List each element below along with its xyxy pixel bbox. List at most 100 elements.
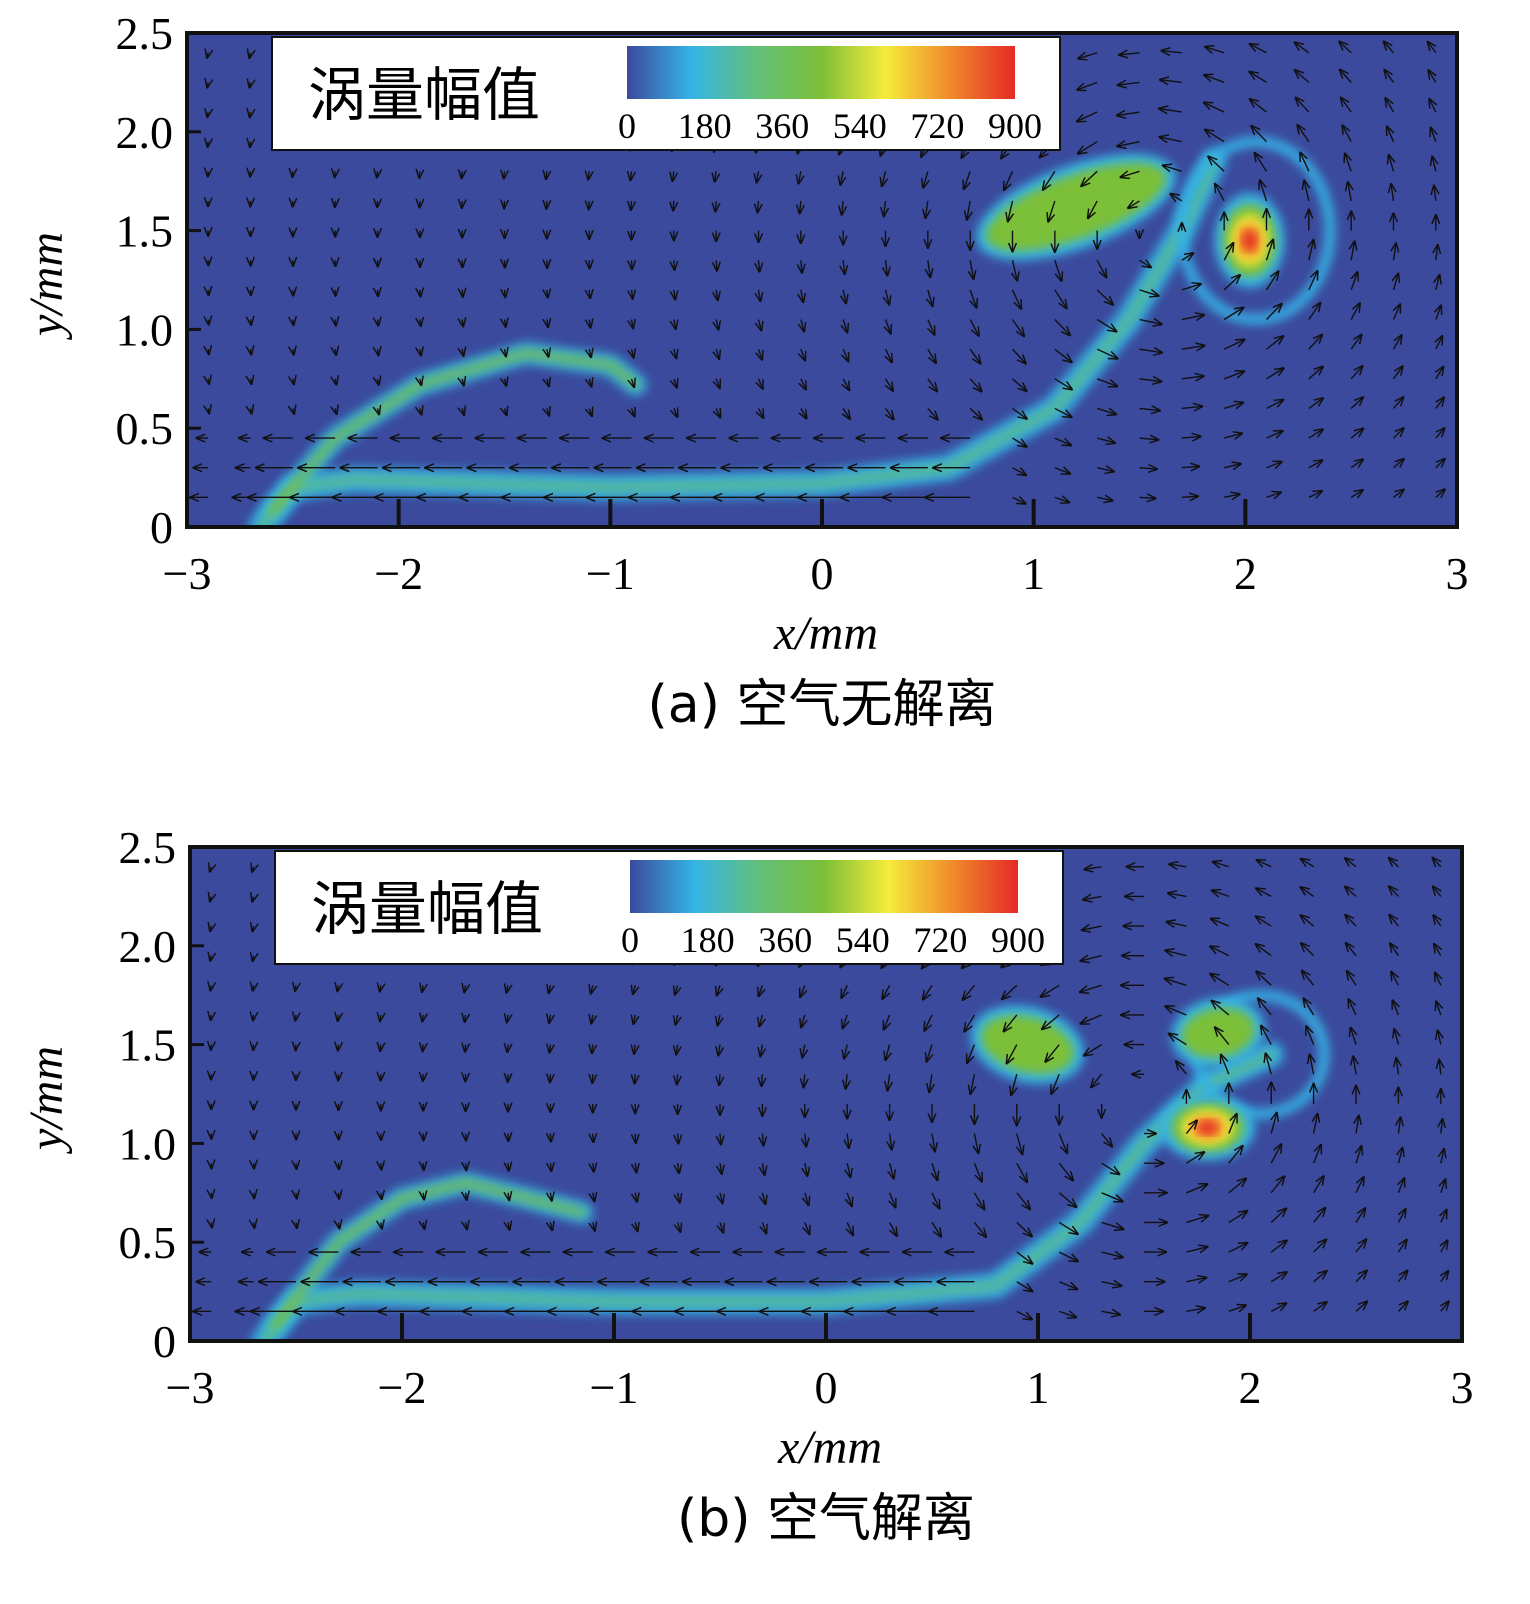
velocity-arrow <box>1016 1192 1030 1209</box>
velocity-arrow <box>928 319 935 335</box>
velocity-arrow <box>293 408 294 413</box>
velocity-arrow <box>1078 53 1098 59</box>
velocity-arrow <box>1392 366 1403 380</box>
velocity-arrow <box>932 1133 935 1152</box>
velocity-arrow <box>591 985 593 993</box>
velocity-arrow <box>1181 436 1201 438</box>
panel: −3 −2 −1 0 1 2 3 0 0.5 1.0 1.5 2.0 2.5 x/mm y/mm (b) 空气… <box>20 822 1474 1549</box>
velocity-arrow <box>1441 1240 1448 1253</box>
velocity-arrow <box>210 985 211 990</box>
velocity-arrow <box>1186 1278 1206 1282</box>
velocity-arrow <box>805 1222 810 1234</box>
velocity-arrow <box>1301 943 1315 957</box>
velocity-arrow <box>715 171 717 181</box>
velocity-arrow <box>1011 319 1025 337</box>
velocity-arrow <box>758 200 759 212</box>
velocity-arrow <box>1078 141 1098 154</box>
velocity-arrow <box>1080 956 1102 961</box>
velocity-arrow <box>632 379 635 387</box>
velocity-arrow <box>1213 862 1230 867</box>
velocity-arrow <box>1077 111 1098 121</box>
velocity-arrow <box>675 1014 677 1025</box>
velocity-arrow <box>1204 75 1225 84</box>
velocity-arrow <box>1387 126 1394 142</box>
velocity-arrow <box>802 1044 805 1058</box>
velocity-arrow <box>378 320 379 326</box>
velocity-arrow <box>1389 858 1399 868</box>
velocity-arrow <box>631 201 632 210</box>
x-axis-label: x/mm <box>773 607 878 660</box>
velocity-arrow <box>1308 335 1322 350</box>
velocity-arrow <box>461 171 462 178</box>
velocity-arrow <box>1301 915 1315 927</box>
velocity-arrow <box>923 984 933 999</box>
y-tick-label: 0 <box>150 502 173 553</box>
velocity-arrow <box>759 408 764 418</box>
velocity-arrow <box>1117 142 1140 147</box>
velocity-arrow <box>1096 348 1117 358</box>
velocity-arrow <box>1308 367 1323 380</box>
velocity-arrow <box>252 926 253 931</box>
velocity-arrow <box>1169 864 1187 867</box>
velocity-arrow <box>886 348 892 362</box>
velocity-arrow <box>1168 893 1187 896</box>
velocity-arrow <box>716 348 719 359</box>
velocity-arrow <box>462 379 464 386</box>
velocity-arrow <box>1088 200 1098 218</box>
velocity-arrow <box>1350 490 1363 497</box>
velocity-arrow <box>846 1074 848 1089</box>
velocity-arrow <box>593 1193 595 1201</box>
velocity-arrow <box>1270 1303 1286 1312</box>
x-tick-label: 3 <box>1446 548 1469 599</box>
velocity-arrow <box>1350 459 1363 469</box>
velocity-arrow <box>1011 1074 1017 1095</box>
velocity-arrow <box>1301 887 1315 897</box>
velocity-arrow <box>1048 200 1056 222</box>
velocity-arrow <box>674 379 677 388</box>
velocity-arrow <box>803 1074 804 1087</box>
velocity-arrow <box>1433 858 1441 868</box>
velocity-arrow <box>505 349 506 356</box>
velocity-arrow <box>1435 428 1445 439</box>
velocity-arrow <box>1054 437 1071 445</box>
velocity-arrow <box>1314 1114 1318 1134</box>
velocity-arrow <box>1186 1247 1207 1252</box>
velocity-arrow <box>1228 1243 1248 1253</box>
velocity-arrow <box>381 1222 382 1228</box>
velocity-arrow <box>1223 340 1244 350</box>
caption: (a) 空气无解离 <box>648 675 997 735</box>
velocity-arrow <box>293 320 294 326</box>
velocity-arrow <box>720 1222 723 1232</box>
velocity-arrow <box>1391 184 1393 202</box>
velocity-arrow <box>1356 1116 1359 1134</box>
velocity-arrow <box>1266 400 1284 410</box>
velocity-arrow <box>882 171 886 186</box>
velocity-arrow <box>1250 44 1267 54</box>
velocity-arrow <box>462 320 463 327</box>
velocity-arrow <box>762 1163 764 1175</box>
velocity-arrow <box>887 1074 889 1090</box>
velocity-arrow <box>884 1014 890 1030</box>
velocity-arrow <box>464 985 465 992</box>
velocity-arrow <box>673 200 674 211</box>
velocity-arrow <box>1139 379 1162 382</box>
velocity-arrow <box>716 289 718 300</box>
velocity-arrow <box>1013 260 1018 280</box>
velocity-arrow <box>293 379 294 385</box>
velocity-arrow <box>843 348 848 361</box>
colorbar-label: 涡量幅值 <box>311 875 543 943</box>
velocity-arrow <box>1306 1026 1315 1045</box>
velocity-arrow <box>1341 98 1352 113</box>
velocity-arrow <box>1393 428 1404 439</box>
velocity-arrow <box>207 53 208 58</box>
velocity-arrow <box>1441 1149 1444 1164</box>
velocity-arrow <box>635 1074 636 1083</box>
velocity-arrow <box>1350 397 1363 409</box>
velocity-arrow <box>1054 260 1062 281</box>
velocity-arrow <box>1441 1119 1443 1134</box>
velocity-arrow <box>674 349 677 358</box>
velocity-arrow <box>381 1163 382 1169</box>
velocity-arrow <box>338 1045 339 1051</box>
velocity-arrow <box>716 408 720 417</box>
velocity-arrow <box>963 984 975 1000</box>
